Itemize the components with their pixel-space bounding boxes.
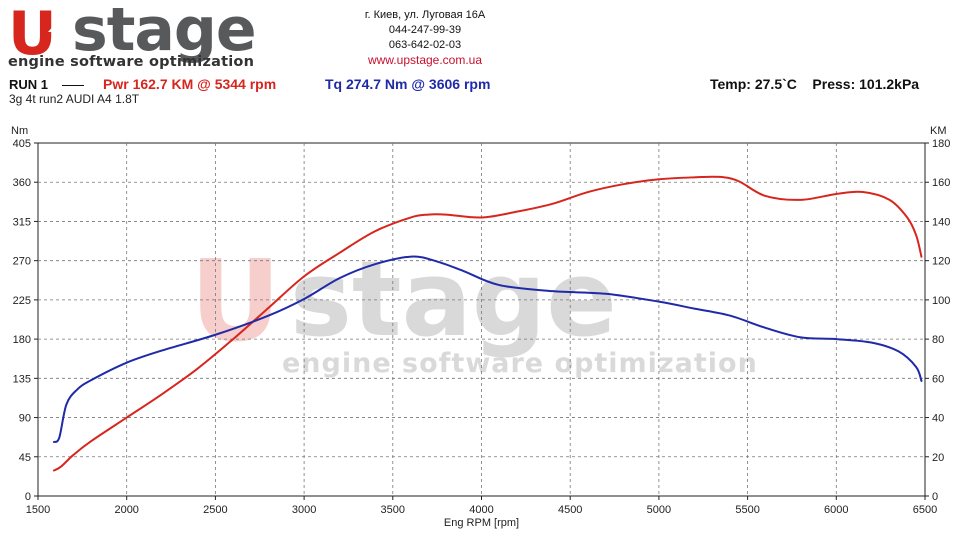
y-left-tick-label: 0 xyxy=(25,491,31,503)
contact-block: г. Киев, ул. Луговая 16А 044-247-99-39 0… xyxy=(330,8,520,68)
x-tick-label: 4500 xyxy=(558,504,582,516)
y-right-tick-label: 160 xyxy=(932,177,950,189)
test-conditions: Temp: 27.5`C Press: 101.2kPa xyxy=(710,76,920,92)
y-left-tick-label: 45 xyxy=(19,452,31,464)
run-description: 3g 4t run2 AUDI A4 1.8T xyxy=(9,92,140,106)
y-right-tick-label: 40 xyxy=(932,413,944,425)
x-tick-label: 2000 xyxy=(114,504,138,516)
y-right-axis-title: KM xyxy=(930,125,947,137)
y-right-tick-label: 20 xyxy=(932,452,944,464)
x-tick-label: 4000 xyxy=(469,504,493,516)
run-label: RUN 1 xyxy=(9,77,49,92)
watermark-word: stage xyxy=(290,238,617,360)
logo-arrow-icon xyxy=(48,14,80,50)
x-tick-label: 1500 xyxy=(26,504,50,516)
y-right-tick-label: 60 xyxy=(932,373,944,385)
y-left-tick-label: 135 xyxy=(13,373,31,385)
x-axis-title: Eng RPM [rpm] xyxy=(444,517,519,529)
address: г. Киев, ул. Луговая 16А xyxy=(364,9,486,21)
y-right-tick-label: 140 xyxy=(932,216,950,228)
website-link[interactable]: www.upstage.com.ua xyxy=(367,53,483,67)
x-tick-label: 5500 xyxy=(735,504,759,516)
x-tick-label: 3500 xyxy=(381,504,405,516)
y-left-tick-label: 225 xyxy=(13,295,31,307)
y-left-tick-label: 270 xyxy=(13,256,31,268)
phone-1: 044-247-99-39 xyxy=(388,24,462,36)
y-right-tick-label: 0 xyxy=(932,491,938,503)
y-left-tick-label: 360 xyxy=(13,177,31,189)
x-tick-label: 6500 xyxy=(913,504,937,516)
y-right-tick-label: 120 xyxy=(932,256,950,268)
y-left-axis-title: Nm xyxy=(11,125,28,137)
power-summary: Pwr 162.7 KM @ 5344 rpm xyxy=(103,76,277,92)
y-left-tick-label: 90 xyxy=(19,413,31,425)
logo-u-letter: U xyxy=(8,0,57,69)
torque-series-line xyxy=(52,255,923,443)
x-tick-label: 2500 xyxy=(203,504,227,516)
y-right-tick-label: 180 xyxy=(932,138,950,150)
torque-summary: Tq 274.7 Nm @ 3606 rpm xyxy=(325,76,491,92)
phone-2: 063-642-02-03 xyxy=(388,39,462,51)
y-left-tick-label: 405 xyxy=(13,138,31,150)
watermark-u: U xyxy=(190,237,281,367)
run-legend-line xyxy=(62,85,84,86)
x-tick-label: 5000 xyxy=(647,504,671,516)
y-right-tick-label: 100 xyxy=(932,295,950,307)
power-series-line xyxy=(52,175,923,472)
y-left-tick-label: 315 xyxy=(13,216,31,228)
upstage-logo: U stage engine software optimization xyxy=(6,0,306,72)
watermark-tagline: engine software optimization xyxy=(282,348,758,379)
logo-tagline: engine software optimization xyxy=(8,54,255,70)
y-right-tick-label: 80 xyxy=(932,334,944,346)
x-tick-label: 6000 xyxy=(824,504,848,516)
y-left-tick-label: 180 xyxy=(13,334,31,346)
logo-wordmark: stage xyxy=(72,0,257,65)
x-tick-label: 3000 xyxy=(292,504,316,516)
